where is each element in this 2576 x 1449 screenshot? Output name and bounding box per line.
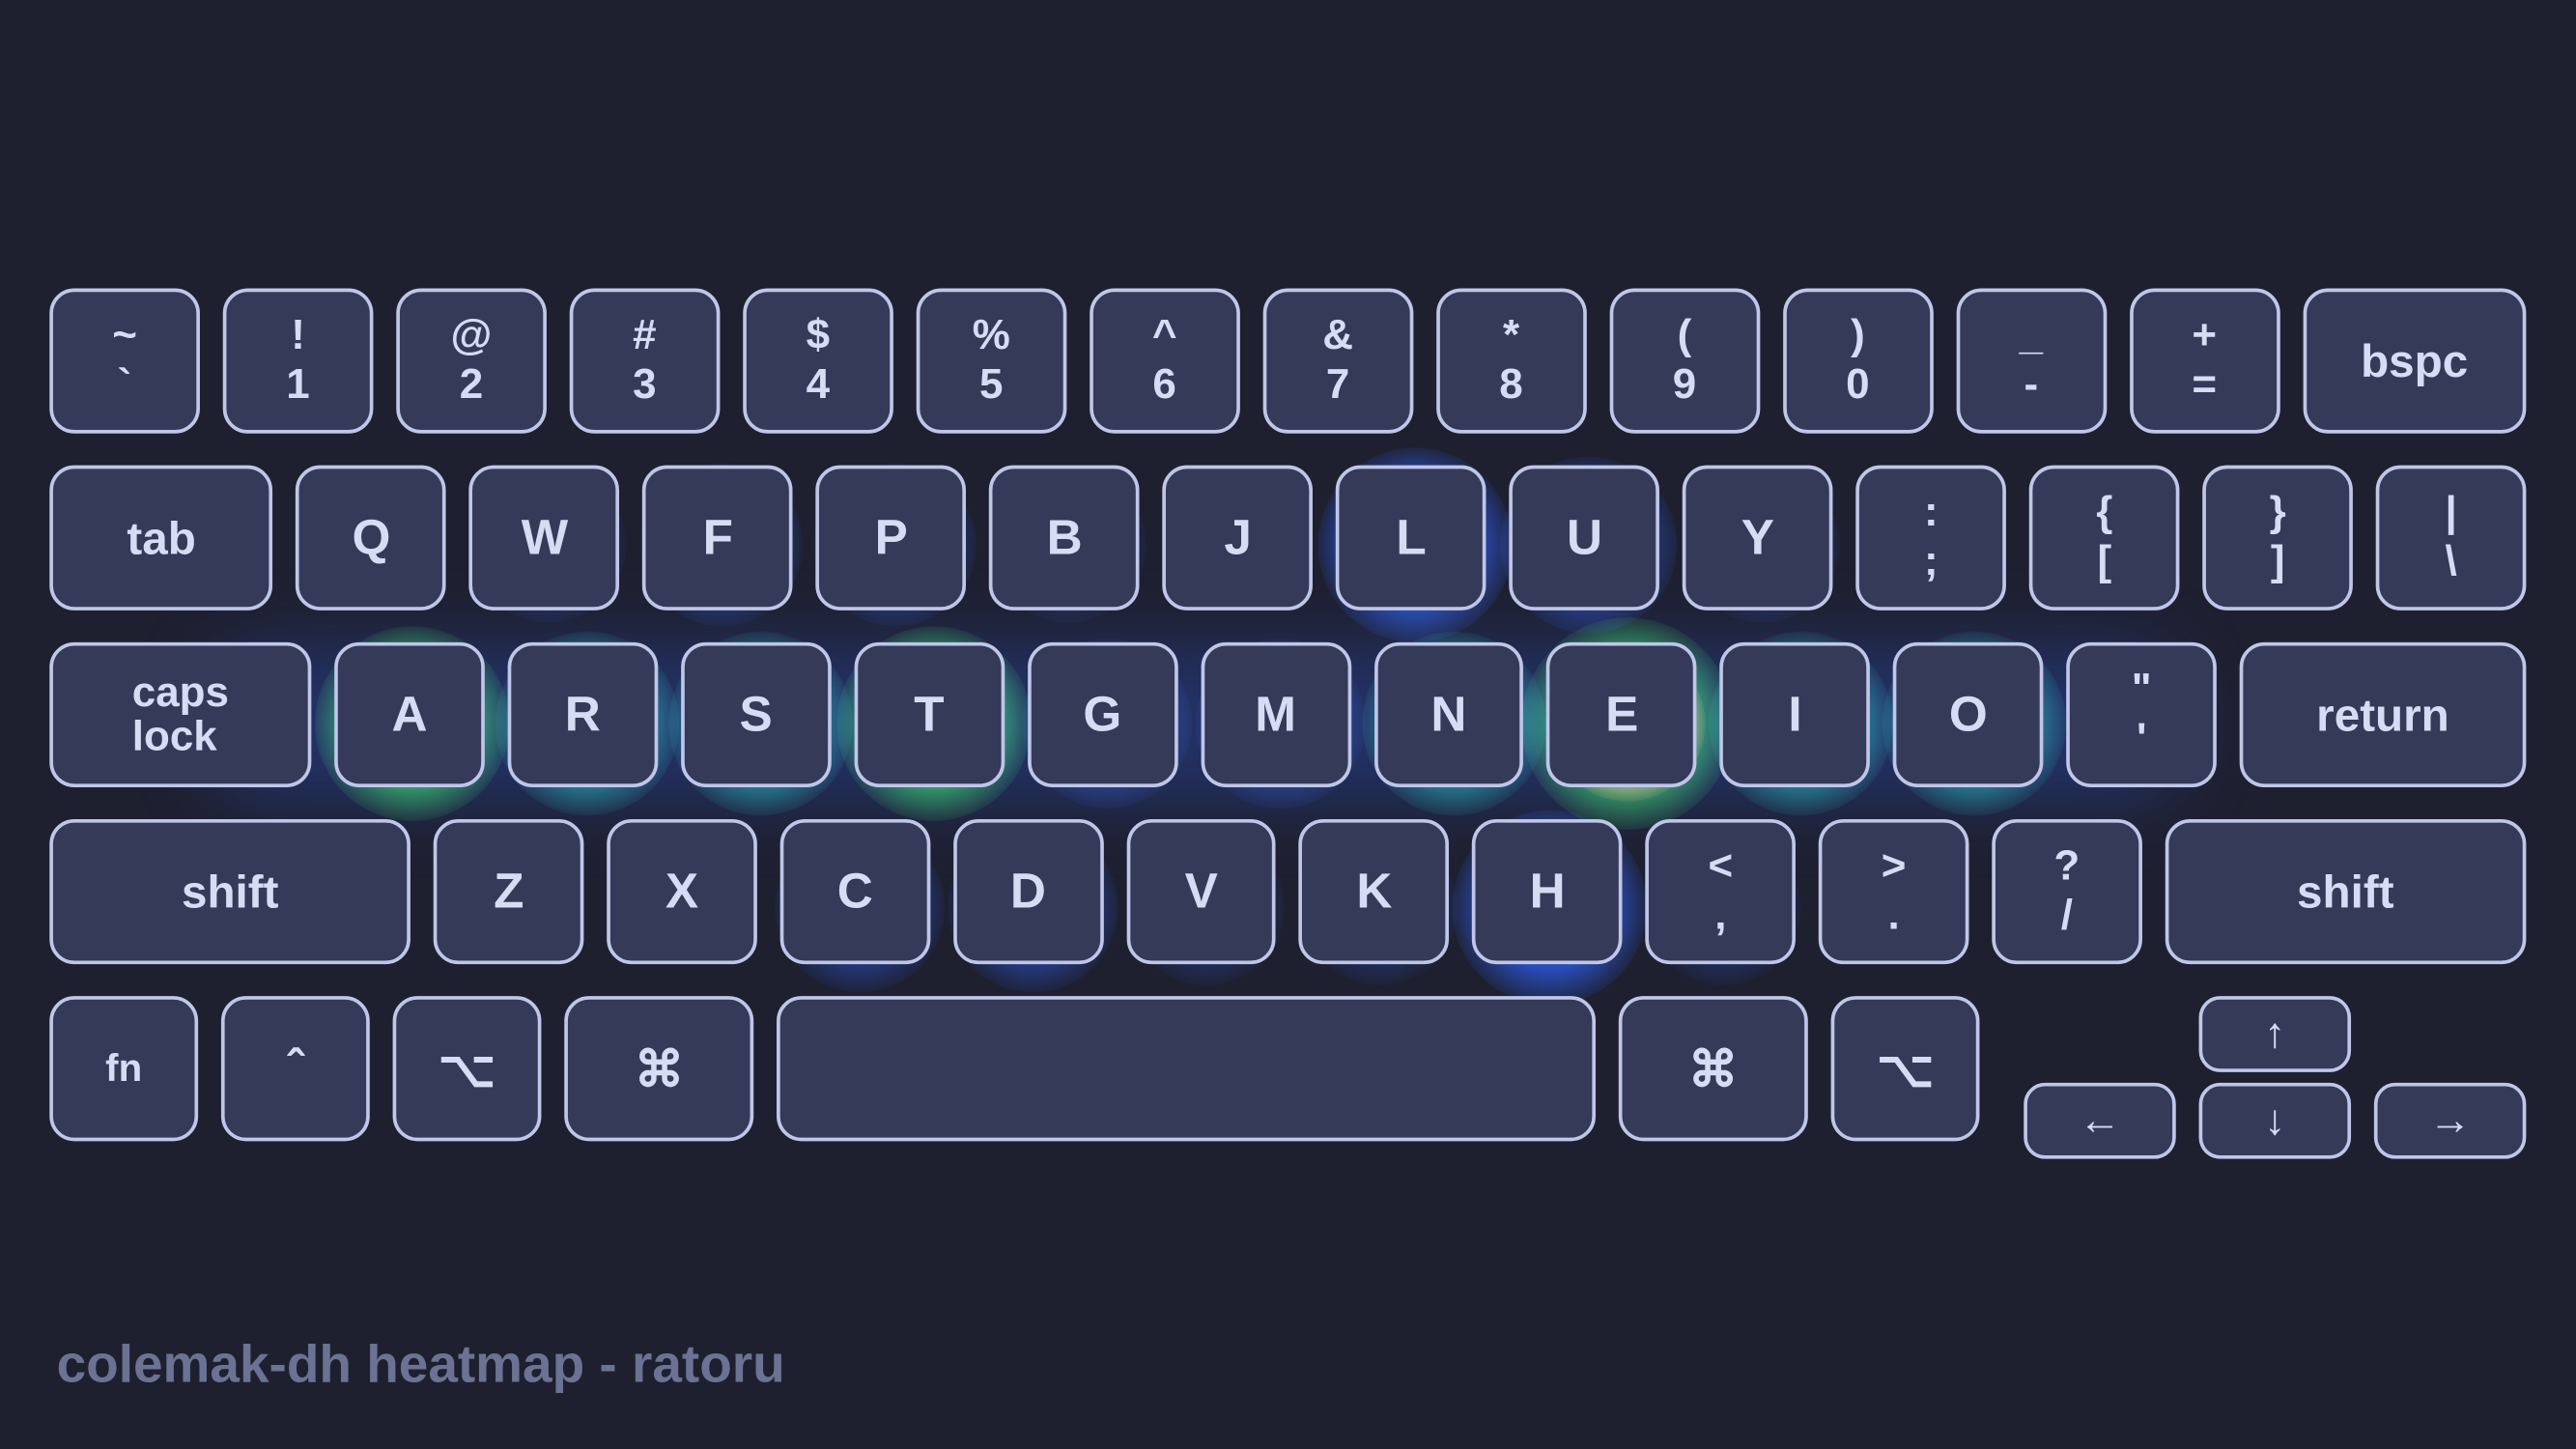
key-return[interactable]: return <box>2240 642 2526 787</box>
key-lcmd[interactable]: ⌘ <box>564 996 754 1141</box>
key-t[interactable]: T <box>854 642 1005 787</box>
key-f[interactable]: F <box>643 466 794 611</box>
key-equals[interactable]: += <box>2130 289 2280 434</box>
key-z[interactable]: Z <box>434 819 583 964</box>
key-rcmd[interactable]: ⌘ <box>1618 996 1808 1141</box>
bottom-row: shiftZXCDVKH<,>.?/shift <box>49 819 2526 964</box>
home-row: capslockARSTGMNEIO"'return <box>49 642 2526 787</box>
key-6[interactable]: ^6 <box>1090 289 1240 434</box>
key-h[interactable]: H <box>1473 819 1623 964</box>
keyboard: ~`!1@2#3$4%5^6&7*8(9)0_-+=bspctabQWFPBJL… <box>49 289 2526 1159</box>
key-n[interactable]: N <box>1373 642 1524 787</box>
key-m[interactable]: M <box>1201 642 1351 787</box>
key-j[interactable]: J <box>1163 466 1314 611</box>
key-c[interactable]: C <box>780 819 930 964</box>
key-fn[interactable]: fn <box>49 996 198 1141</box>
key-v[interactable]: V <box>1126 819 1276 964</box>
key-backslash[interactable]: |\ <box>2376 466 2527 611</box>
key-period[interactable]: >. <box>1819 819 1968 964</box>
key-s[interactable]: S <box>681 642 832 787</box>
key-capslock[interactable]: capslock <box>49 642 311 787</box>
key-5[interactable]: %5 <box>917 289 1067 434</box>
key-q[interactable]: Q <box>297 466 447 611</box>
key-backspace[interactable]: bspc <box>2303 289 2527 434</box>
key-x[interactable]: X <box>607 819 756 964</box>
key-lbracket[interactable]: {[ <box>2029 466 2180 611</box>
key-minus[interactable]: _- <box>1956 289 2107 434</box>
key-arrow-up[interactable]: ↑ <box>2199 996 2352 1072</box>
caption: colemak-dh heatmap - ratoru <box>57 1336 785 1396</box>
key-semicolon[interactable]: :; <box>1856 466 2007 611</box>
key-slash[interactable]: ?/ <box>1992 819 2141 964</box>
key-i[interactable]: I <box>1720 642 1871 787</box>
key-y[interactable]: Y <box>1683 466 1833 611</box>
key-7[interactable]: &7 <box>1262 289 1413 434</box>
key-ropt[interactable]: ⌥ <box>1831 996 1980 1141</box>
key-4[interactable]: $4 <box>743 289 893 434</box>
key-p[interactable]: P <box>816 466 967 611</box>
key-l[interactable]: L <box>1336 466 1486 611</box>
mod-row: fnˆ⌥⌘ ⌘⌥←↑↓→ <box>49 996 2526 1158</box>
key-b[interactable]: B <box>990 466 1141 611</box>
key-quote[interactable]: "' <box>2067 642 2218 787</box>
key-r[interactable]: R <box>508 642 659 787</box>
key-e[interactable]: E <box>1547 642 1698 787</box>
key-u[interactable]: U <box>1510 466 1660 611</box>
key-lopt[interactable]: ⌥ <box>393 996 542 1141</box>
key-9[interactable]: (9 <box>1609 289 1760 434</box>
key-tab[interactable]: tab <box>49 466 273 611</box>
key-comma[interactable]: <, <box>1646 819 1796 964</box>
key-g[interactable]: G <box>1028 642 1178 787</box>
key-0[interactable]: )0 <box>1783 289 1934 434</box>
key-o[interactable]: O <box>1893 642 2044 787</box>
arrow-cluster: ←↑↓→ <box>2024 996 2526 1158</box>
key-d[interactable]: D <box>953 819 1103 964</box>
key-lshift[interactable]: shift <box>49 819 410 964</box>
key-rshift[interactable]: shift <box>2166 819 2527 964</box>
key-space[interactable] <box>778 996 1596 1141</box>
key-arrow-down[interactable]: ↓ <box>2199 1083 2352 1159</box>
key-k[interactable]: K <box>1299 819 1449 964</box>
arrow-mid-col: ↑↓ <box>2199 996 2352 1158</box>
key-3[interactable]: #3 <box>570 289 721 434</box>
key-w[interactable]: W <box>469 466 620 611</box>
key-8[interactable]: *8 <box>1436 289 1587 434</box>
key-arrow-right[interactable]: → <box>2374 1083 2527 1159</box>
number-row: ~`!1@2#3$4%5^6&7*8(9)0_-+=bspc <box>49 289 2526 434</box>
key-rbracket[interactable]: }] <box>2203 466 2354 611</box>
top-row: tabQWFPBJLUY:;{[}]|\ <box>49 466 2526 611</box>
key-1[interactable]: !1 <box>223 289 374 434</box>
key-2[interactable]: @2 <box>396 289 547 434</box>
key-ctrl[interactable]: ˆ <box>221 996 370 1141</box>
key-a[interactable]: A <box>334 642 485 787</box>
key-backtick[interactable]: ~` <box>49 289 200 434</box>
key-arrow-left[interactable]: ← <box>2024 1083 2176 1159</box>
